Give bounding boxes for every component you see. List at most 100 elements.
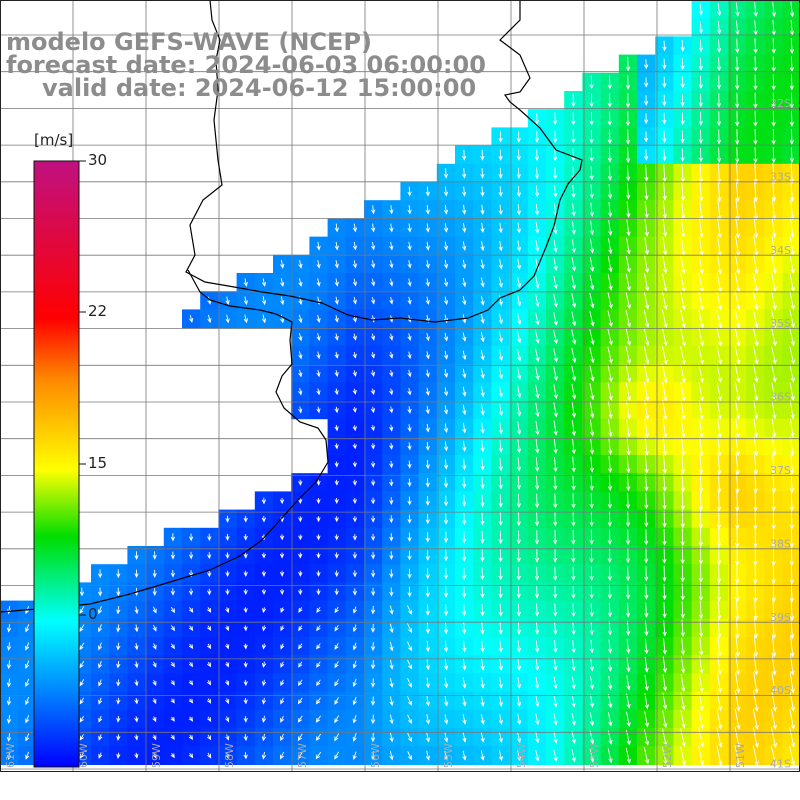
wind-arrow xyxy=(425,387,430,396)
wind-arrow xyxy=(498,695,503,707)
wind-arrow xyxy=(280,259,285,269)
wind-arrow xyxy=(644,565,649,582)
wind-arrow xyxy=(790,436,795,457)
wind-arrow xyxy=(680,291,686,311)
wind-arrow xyxy=(316,516,321,523)
wind-speed-cell xyxy=(782,746,800,765)
wind-arrow xyxy=(625,93,631,109)
wind-arrow xyxy=(225,625,230,632)
wind-arrow xyxy=(25,733,30,742)
wind-arrow xyxy=(571,548,576,563)
wind-arrow xyxy=(243,697,248,705)
wind-arrow xyxy=(698,491,704,511)
wind-arrow xyxy=(480,149,485,161)
wind-arrow xyxy=(370,714,376,725)
wind-arrow xyxy=(79,587,85,597)
wind-arrow xyxy=(370,696,376,706)
wind-arrow xyxy=(789,110,794,127)
wind-arrow xyxy=(316,314,321,324)
wind-arrow xyxy=(207,734,212,741)
wind-arrow xyxy=(498,530,503,545)
wind-arrow xyxy=(662,674,668,692)
wind-arrow xyxy=(480,386,485,398)
wind-arrow xyxy=(352,333,357,341)
wind-arrow xyxy=(243,752,248,760)
wind-arrow xyxy=(480,332,485,343)
wind-arrow xyxy=(425,659,431,671)
wind-arrow xyxy=(334,461,339,468)
wind-arrow xyxy=(480,241,485,252)
wind-arrow xyxy=(407,278,412,287)
wind-arrow xyxy=(789,328,795,347)
wind-arrow xyxy=(243,607,248,614)
wind-arrow xyxy=(698,546,703,565)
wind-arrow xyxy=(553,731,558,744)
wind-arrow xyxy=(462,495,467,507)
wind-arrow xyxy=(516,185,522,198)
wind-arrow xyxy=(334,296,339,305)
wind-arrow xyxy=(752,346,759,365)
wind-arrow xyxy=(753,162,758,185)
wind-arrow xyxy=(480,313,485,325)
wind-arrow xyxy=(535,222,540,234)
wind-arrow xyxy=(315,751,322,760)
wind-arrow xyxy=(571,401,577,419)
wind-arrow xyxy=(461,549,467,562)
wind-arrow xyxy=(316,497,321,505)
wind-arrow xyxy=(752,727,759,749)
wind-arrow xyxy=(753,690,759,712)
wind-arrow xyxy=(625,111,631,127)
wind-arrow xyxy=(498,677,503,689)
wind-arrow xyxy=(589,202,595,218)
wind-arrow xyxy=(316,388,321,396)
wind-arrow xyxy=(589,639,594,654)
wind-arrow xyxy=(298,607,303,613)
latitude-label: 39S xyxy=(770,611,791,624)
wind-arrow xyxy=(735,56,740,72)
wind-arrow xyxy=(607,328,613,346)
wind-arrow xyxy=(625,492,631,510)
wind-arrow xyxy=(352,588,358,596)
wind-arrow xyxy=(443,513,449,525)
wind-arrow xyxy=(735,418,741,438)
wind-arrow xyxy=(717,181,722,203)
wind-arrow xyxy=(680,509,685,529)
wind-arrow xyxy=(516,276,522,289)
wind-arrow xyxy=(589,584,594,600)
colorbar-tick-15: 15 xyxy=(88,454,108,472)
wind-arrow xyxy=(644,474,649,492)
wind-arrow xyxy=(517,313,522,325)
wind-arrow xyxy=(771,181,777,203)
wind-arrow xyxy=(789,129,794,145)
wind-arrow xyxy=(207,625,212,631)
wind-arrow xyxy=(352,479,358,486)
wind-arrow xyxy=(589,730,595,745)
wind-arrow xyxy=(207,552,212,560)
latitude-label: 32S xyxy=(770,97,791,110)
wind-arrow xyxy=(170,533,176,542)
wind-arrow xyxy=(462,332,467,342)
wind-arrow xyxy=(280,697,285,705)
wind-arrow xyxy=(589,220,595,236)
wind-arrow xyxy=(607,493,613,509)
wind-arrow xyxy=(698,163,704,184)
wind-arrow xyxy=(370,388,376,395)
wind-arrow xyxy=(315,733,321,742)
wind-arrow xyxy=(662,130,667,144)
wind-arrow xyxy=(662,492,667,510)
wind-arrow xyxy=(753,599,758,621)
wind-arrow xyxy=(517,349,522,362)
colorbar-tick-0: 0 xyxy=(88,605,98,623)
wind-arrow xyxy=(699,454,704,475)
wind-arrow xyxy=(371,205,376,215)
wind-arrow xyxy=(134,679,139,687)
wind-arrow xyxy=(789,382,795,402)
wind-arrow xyxy=(790,418,795,438)
wind-arrow xyxy=(662,381,668,402)
wind-arrow xyxy=(425,695,431,707)
wind-arrow xyxy=(662,58,667,70)
wind-arrow xyxy=(535,294,540,308)
wind-arrow xyxy=(662,528,667,546)
wind-arrow xyxy=(716,564,722,584)
wind-arrow xyxy=(334,751,339,760)
